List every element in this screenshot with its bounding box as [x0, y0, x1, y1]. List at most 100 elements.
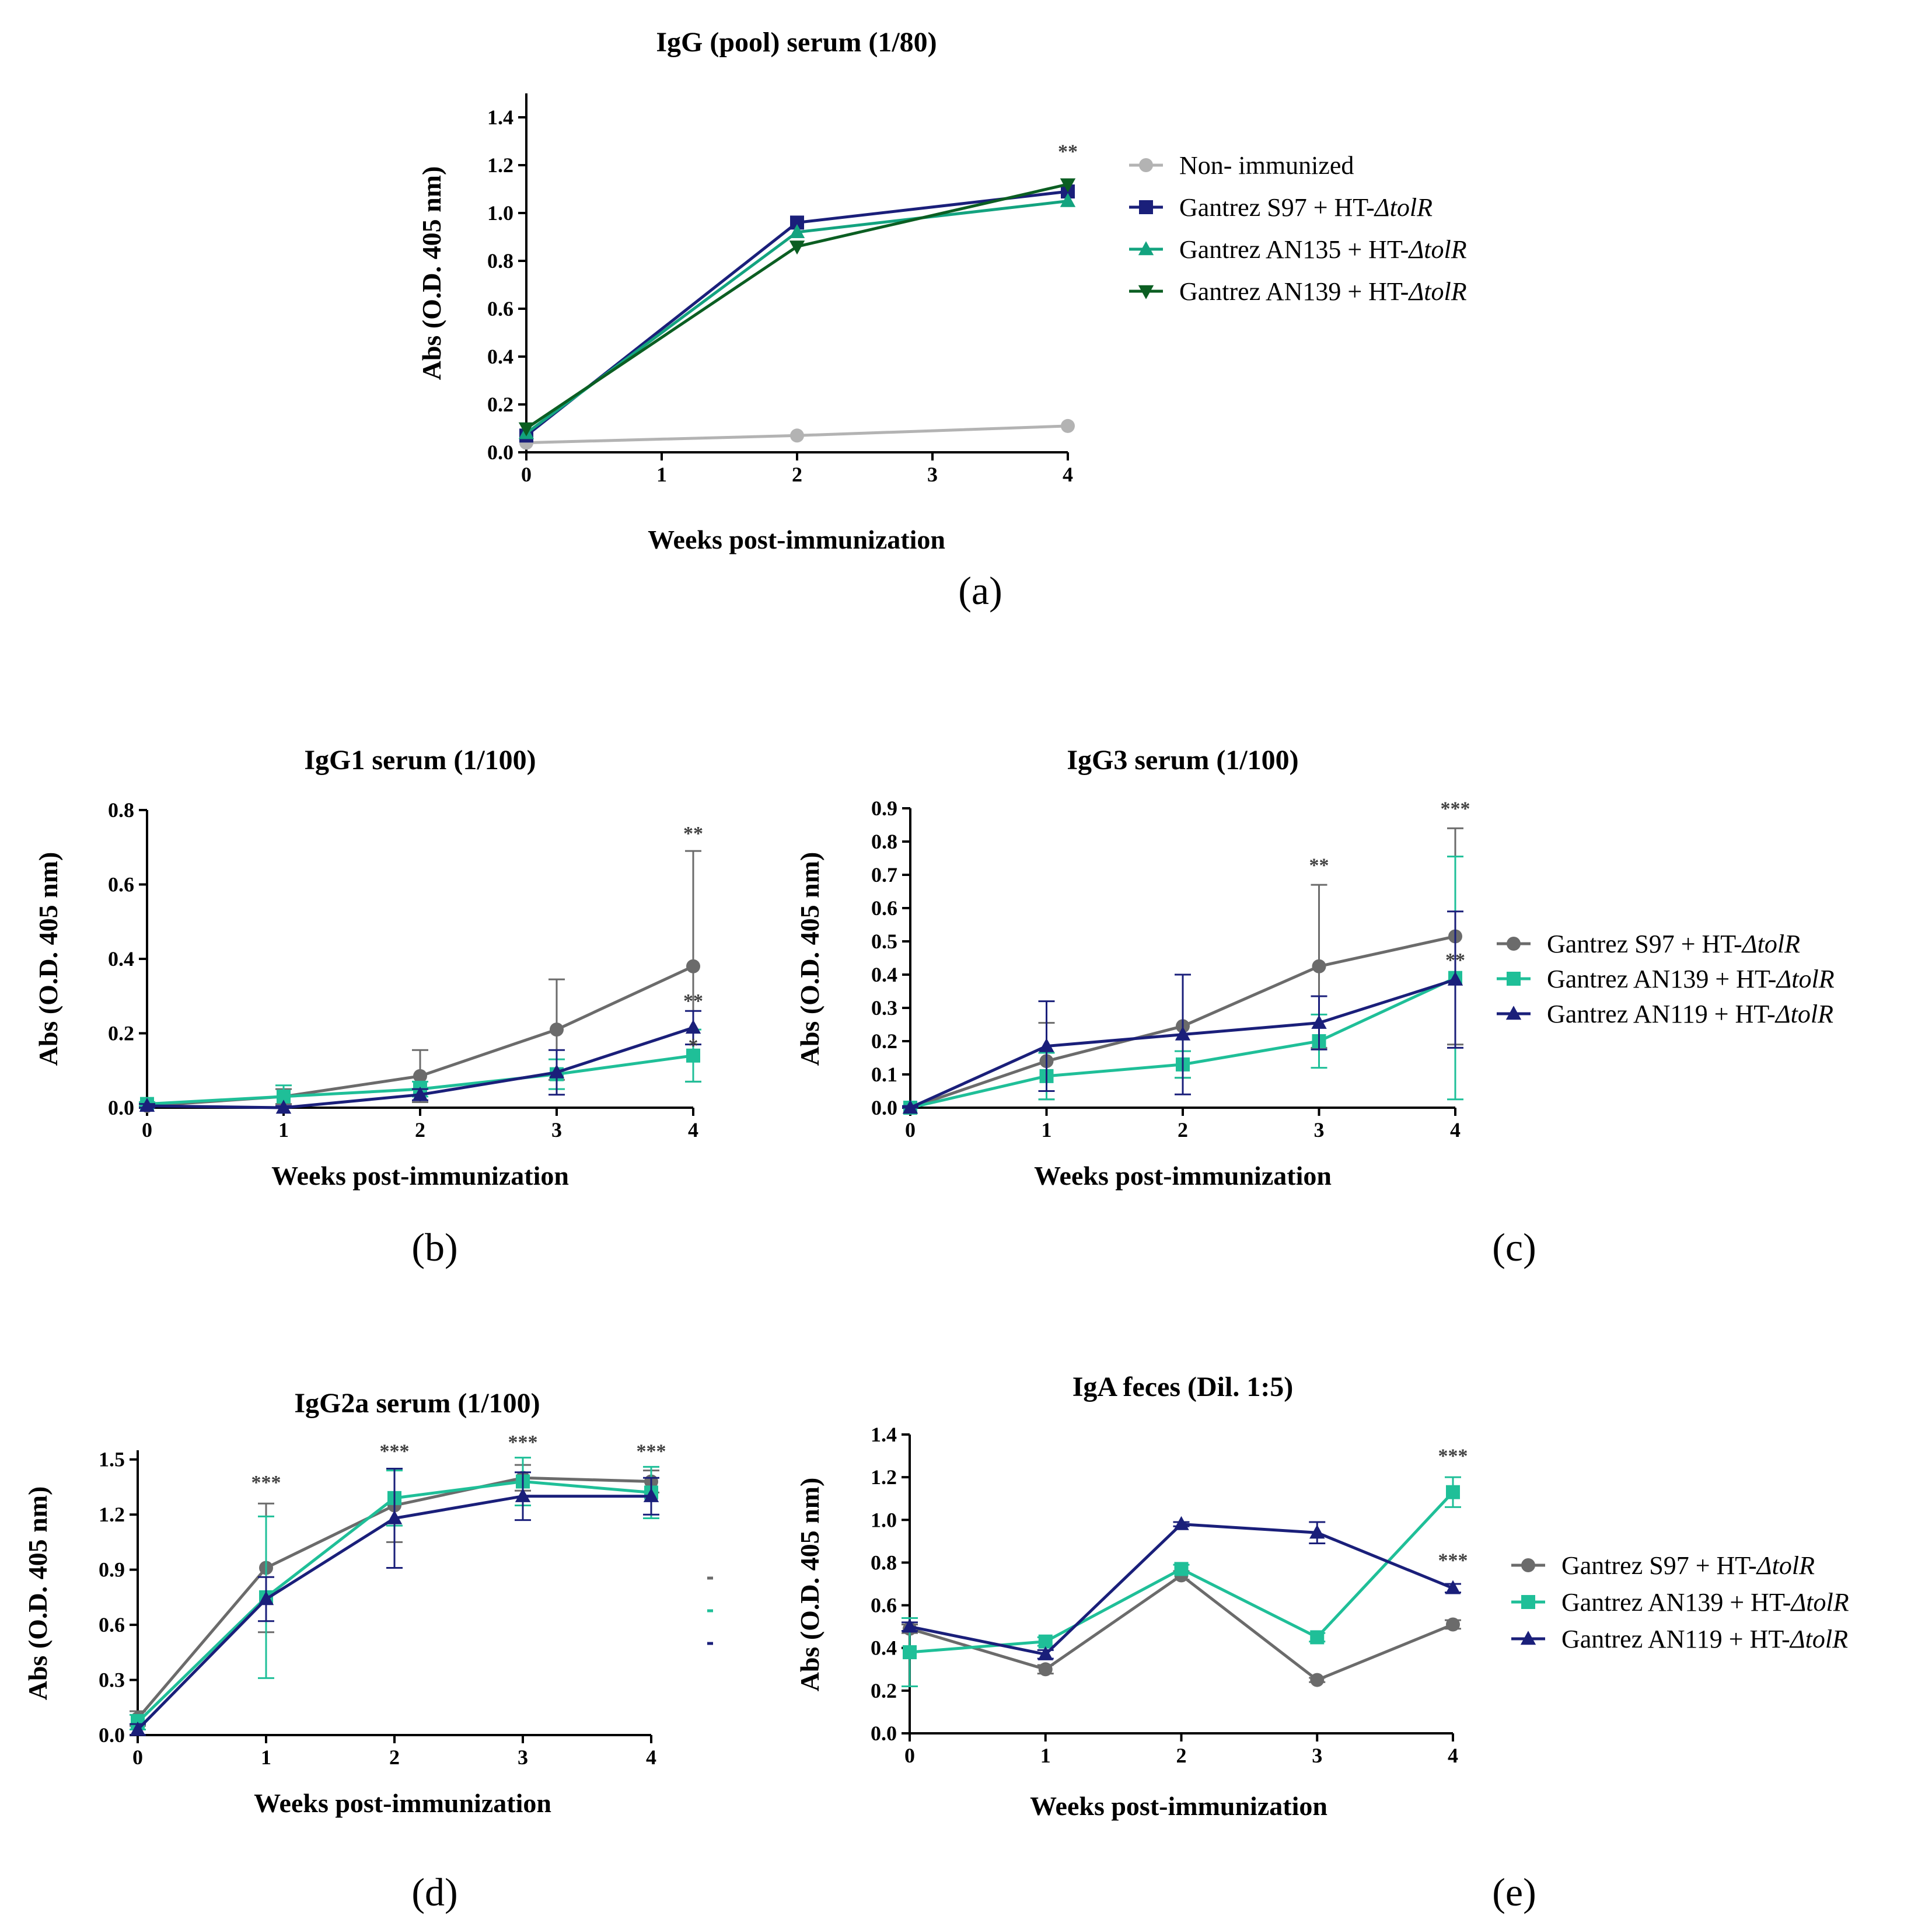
x-tick-label: 4 — [688, 1118, 698, 1142]
data-point — [1447, 971, 1463, 986]
y-tick-label: 0.2 — [871, 1679, 897, 1702]
y-tick-label: 0.6 — [99, 1613, 125, 1636]
panel-label: (b) — [411, 1225, 457, 1269]
significance-label: *** — [1438, 1446, 1468, 1467]
chart-d: IgG2a serum (1/100) Weeks post-immunizati… — [23, 1388, 713, 1914]
legend-label-text: Gantrez S97 + HT- — [1561, 1551, 1757, 1580]
data-point — [1038, 1662, 1053, 1677]
legend-label-italic: ΔtolR — [1374, 193, 1433, 222]
data-point — [1312, 959, 1326, 973]
x-tick-label: 3 — [518, 1746, 528, 1769]
significance-label: ** — [683, 990, 703, 1012]
significance-label: *** — [380, 1441, 410, 1463]
data-point — [1061, 418, 1075, 433]
data-point — [643, 1488, 659, 1502]
data-point — [130, 1721, 146, 1736]
legend-label: Gantrez AN135 + HT-ΔtolR — [1179, 235, 1467, 264]
series-3 — [902, 910, 1463, 1114]
data-point — [1310, 1630, 1325, 1645]
series-3 — [902, 1516, 1461, 1660]
x-axis-label: Weeks post-immunization — [271, 1161, 569, 1191]
x-tick-label: 4 — [1448, 1744, 1458, 1767]
y-tick-label: 0.4 — [487, 345, 513, 368]
y-tick-label: 0.9 — [99, 1558, 125, 1582]
data-point — [1175, 1026, 1191, 1041]
x-axis-label: Weeks post-immunization — [1034, 1161, 1332, 1191]
x-tick-label: 0 — [905, 1118, 916, 1142]
x-tick-label: 4 — [1450, 1118, 1461, 1142]
legend-label-italic: ΔtolR — [1774, 1000, 1833, 1028]
legend-label-italic: ΔtolR — [1775, 965, 1834, 993]
x-tick-label: 2 — [389, 1746, 400, 1769]
legend-marker — [1521, 1558, 1535, 1572]
chart-e: IgA feces (Dil. 1:5) Weeks post-immunizat… — [795, 1371, 1849, 1914]
data-point — [258, 1591, 274, 1606]
legend-label-text: Gantrez AN119 + HT- — [1561, 1625, 1790, 1653]
data-point — [275, 1100, 292, 1114]
y-tick-label: 0.2 — [487, 393, 513, 416]
y-tick-label: 0.6 — [487, 297, 513, 320]
y-tick-label: 1.4 — [487, 106, 513, 129]
legend-entry: Gantrez AN139 + HT-ΔtolR — [1497, 965, 1835, 993]
y-axis-label: Abs (O.D. 405 nm) — [33, 852, 63, 1066]
x-axis-label: Weeks post-immunization — [254, 1788, 551, 1818]
significance-label: *** — [637, 1441, 666, 1463]
x-tick-label: 2 — [415, 1118, 425, 1142]
data-point — [1309, 1524, 1325, 1539]
data-point — [686, 959, 700, 973]
legend-label-text: Gantrez AN139 + HT- — [1547, 965, 1776, 993]
y-tick-label: 0.3 — [871, 996, 897, 1020]
legend-label: Non- immunized — [1179, 151, 1354, 180]
legend-entry: Gantrez S97 + HT-ΔtolR — [1511, 1551, 1815, 1580]
series-1 — [139, 850, 701, 1113]
legend-marker — [1139, 200, 1153, 214]
data-point — [685, 1020, 701, 1034]
legend-label: Gantrez S97 + HT-ΔtolR — [1561, 1551, 1815, 1580]
y-axis-label: Abs (O.D. 405 nm) — [795, 852, 824, 1066]
data-point — [902, 1618, 918, 1633]
data-point — [1060, 178, 1076, 193]
y-axis-label: Abs (O.D. 405 nm) — [795, 1478, 824, 1692]
legend-label-italic: ΔtolR — [1407, 235, 1466, 264]
data-point — [1038, 1634, 1053, 1649]
legend: Gantrez S97 + HT-ΔtolR Gantrez AN139 + HT… — [1511, 1551, 1849, 1653]
y-tick-label: 0.0 — [99, 1723, 125, 1747]
legend-label: Gantrez AN139 + HT-ΔtolR — [1561, 1588, 1849, 1617]
data-point — [1060, 193, 1076, 207]
legend-label: Gantrez AN139 + HT-ΔtolR — [1179, 277, 1467, 306]
data-point — [413, 1069, 427, 1083]
x-tick-label: 1 — [278, 1118, 289, 1142]
series-1 — [902, 1568, 1461, 1687]
significance-label: *** — [251, 1472, 281, 1493]
legend-label-text: Gantrez AN135 + HT- — [1179, 235, 1409, 264]
legend-marker — [1507, 937, 1521, 951]
y-tick-label: 0.8 — [871, 1551, 897, 1574]
y-tick-label: 0.7 — [871, 863, 897, 887]
legend-label-italic: ΔtolR — [1407, 277, 1466, 306]
x-tick-label: 2 — [1176, 1744, 1187, 1767]
y-tick-label: 0.8 — [487, 249, 513, 273]
series-line — [909, 1573, 1454, 1682]
y-tick-label: 0.2 — [871, 1029, 897, 1053]
x-tick-label: 0 — [521, 463, 532, 486]
legend-marker — [1139, 158, 1153, 172]
y-tick-label: 0.2 — [108, 1022, 134, 1045]
data-point — [1037, 1646, 1053, 1660]
y-tick-label: 0.6 — [871, 1594, 897, 1617]
significance-label: *** — [508, 1432, 538, 1453]
legend-label-text: Gantrez S97 + HT- — [1179, 193, 1375, 222]
data-point — [1445, 1580, 1461, 1594]
data-point — [548, 1064, 565, 1079]
legend-entry: Gantrez S97 + HT-ΔtolR — [1129, 193, 1433, 222]
y-tick-label: 1.0 — [487, 201, 513, 225]
y-tick-label: 1.2 — [487, 153, 513, 177]
panel-label: (e) — [1492, 1870, 1536, 1914]
panel-label: (a) — [958, 568, 1002, 613]
x-tick-label: 2 — [1178, 1118, 1188, 1142]
y-tick-label: 1.0 — [871, 1508, 897, 1531]
chart-c: IgG3 serum (1/100) Weeks post-immunizatio… — [795, 745, 1835, 1269]
y-tick-label: 0.6 — [108, 873, 134, 896]
data-point — [789, 224, 805, 238]
